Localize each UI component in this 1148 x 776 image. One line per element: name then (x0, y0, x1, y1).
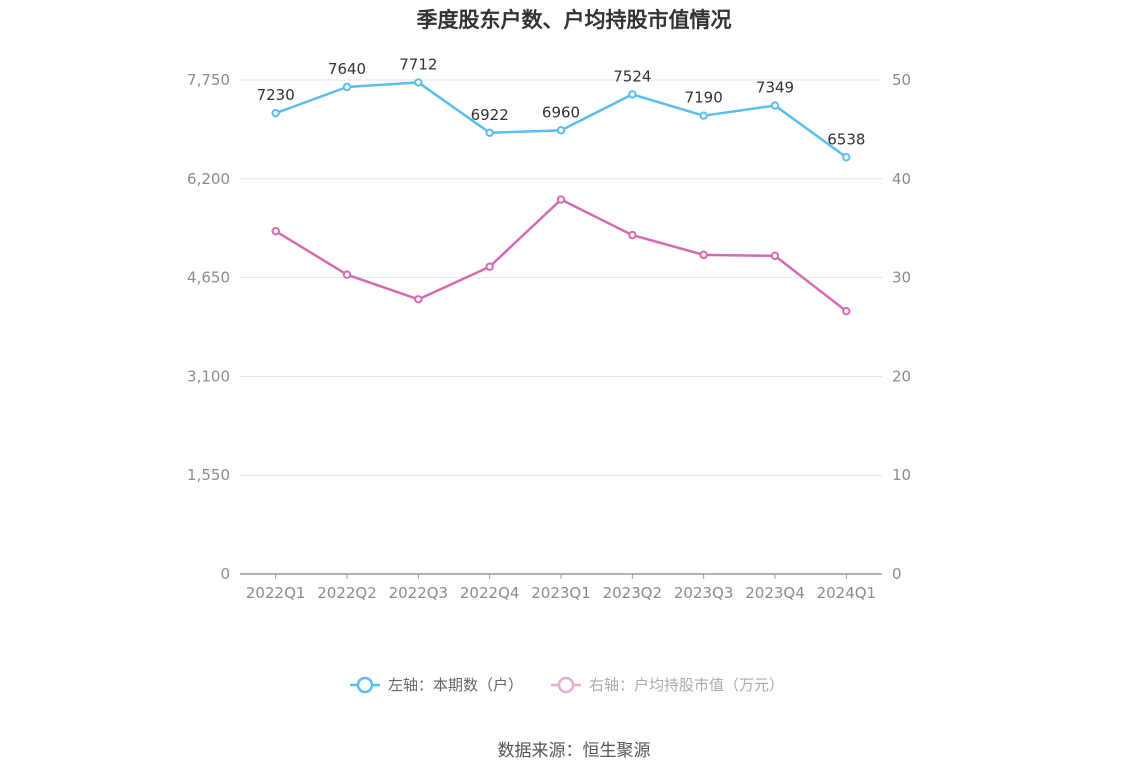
legend-item-avg-value: 右轴：户均持股市值（万元） (551, 676, 784, 694)
point-avg-value (699, 250, 708, 260)
data-labels: 7230 7640 7712 6922 6960 7524 7190 7349 6538 (257, 55, 866, 148)
y-right-tick-label: 20 (892, 367, 911, 385)
point-holders (485, 128, 494, 137)
point-avg-value (628, 230, 637, 240)
point-holders (770, 101, 780, 110)
legend-marker (356, 676, 374, 694)
data-label: 7349 (756, 79, 794, 97)
legend: 左轴：本期数（户） 右轴：户均持股市值（万元） (350, 676, 784, 694)
legend-item-holders: 左轴：本期数（户） (350, 676, 523, 694)
series-lines (271, 78, 851, 316)
y-right-tick-label: 10 (892, 466, 911, 484)
legend-label: 右轴：户均持股市值（万元） (589, 676, 784, 694)
point-holders (414, 78, 423, 87)
point-avg-value (271, 226, 280, 236)
point-holders (628, 90, 637, 99)
data-label: 7230 (257, 86, 295, 104)
data-label: 7524 (613, 67, 651, 85)
grid-lines (240, 79, 882, 476)
y-left-tick-label: 1,550 (187, 466, 230, 484)
y-right-tick-label: 30 (892, 269, 911, 287)
chart-title: 季度股东户数、户均持股市值情况 (416, 8, 732, 32)
data-label: 7712 (399, 55, 437, 73)
point-holders (556, 126, 566, 135)
y-left-tick-label: 7,750 (187, 71, 230, 89)
data-label: 6538 (827, 130, 865, 148)
x-tick-label: 2022Q4 (460, 584, 520, 602)
point-avg-value (414, 295, 423, 304)
point-avg-value (842, 306, 851, 316)
legend-marker (557, 676, 575, 694)
x-tick-label: 2023Q1 (531, 584, 591, 602)
x-tick-label: 2023Q4 (745, 584, 805, 602)
x-tick-label: 2024Q1 (817, 584, 877, 602)
point-holders (271, 108, 280, 118)
x-tick-label: 2022Q1 (246, 584, 306, 602)
point-holders (842, 153, 851, 162)
y-left-tick-label: 4,650 (187, 269, 230, 287)
point-avg-value (556, 195, 566, 204)
series-line-avg-value (275, 198, 848, 313)
y-left-tick-label: 3,100 (187, 367, 230, 385)
data-label: 7640 (328, 60, 366, 78)
point-avg-value (770, 251, 780, 261)
data-label: 7190 (685, 89, 723, 107)
source-note: 数据来源：恒生聚源 (497, 741, 651, 761)
data-label: 6960 (542, 103, 580, 121)
y-left-tick-label: 6,200 (187, 170, 230, 188)
x-tick-label: 2023Q2 (603, 584, 663, 602)
y-right-tick-label: 0 (892, 565, 902, 583)
y-left-tick-label: 0 (220, 565, 230, 583)
x-tick-label: 2022Q3 (389, 584, 449, 602)
point-avg-value (342, 270, 352, 279)
point-holders (342, 82, 352, 92)
point-avg-value (485, 262, 494, 271)
x-tick-label: 2022Q2 (317, 584, 377, 602)
point-holders (699, 111, 708, 120)
y-right-tick-label: 40 (892, 170, 911, 188)
y-right-tick-label: 50 (892, 71, 911, 89)
x-tick-label: 2023Q3 (674, 584, 734, 602)
data-label: 6922 (471, 106, 509, 124)
legend-label: 左轴：本期数（户） (388, 676, 523, 694)
axes: 0 1,550 3,100 4,650 6,200 7,750 0 10 20 30 40 50 202… (187, 71, 911, 602)
